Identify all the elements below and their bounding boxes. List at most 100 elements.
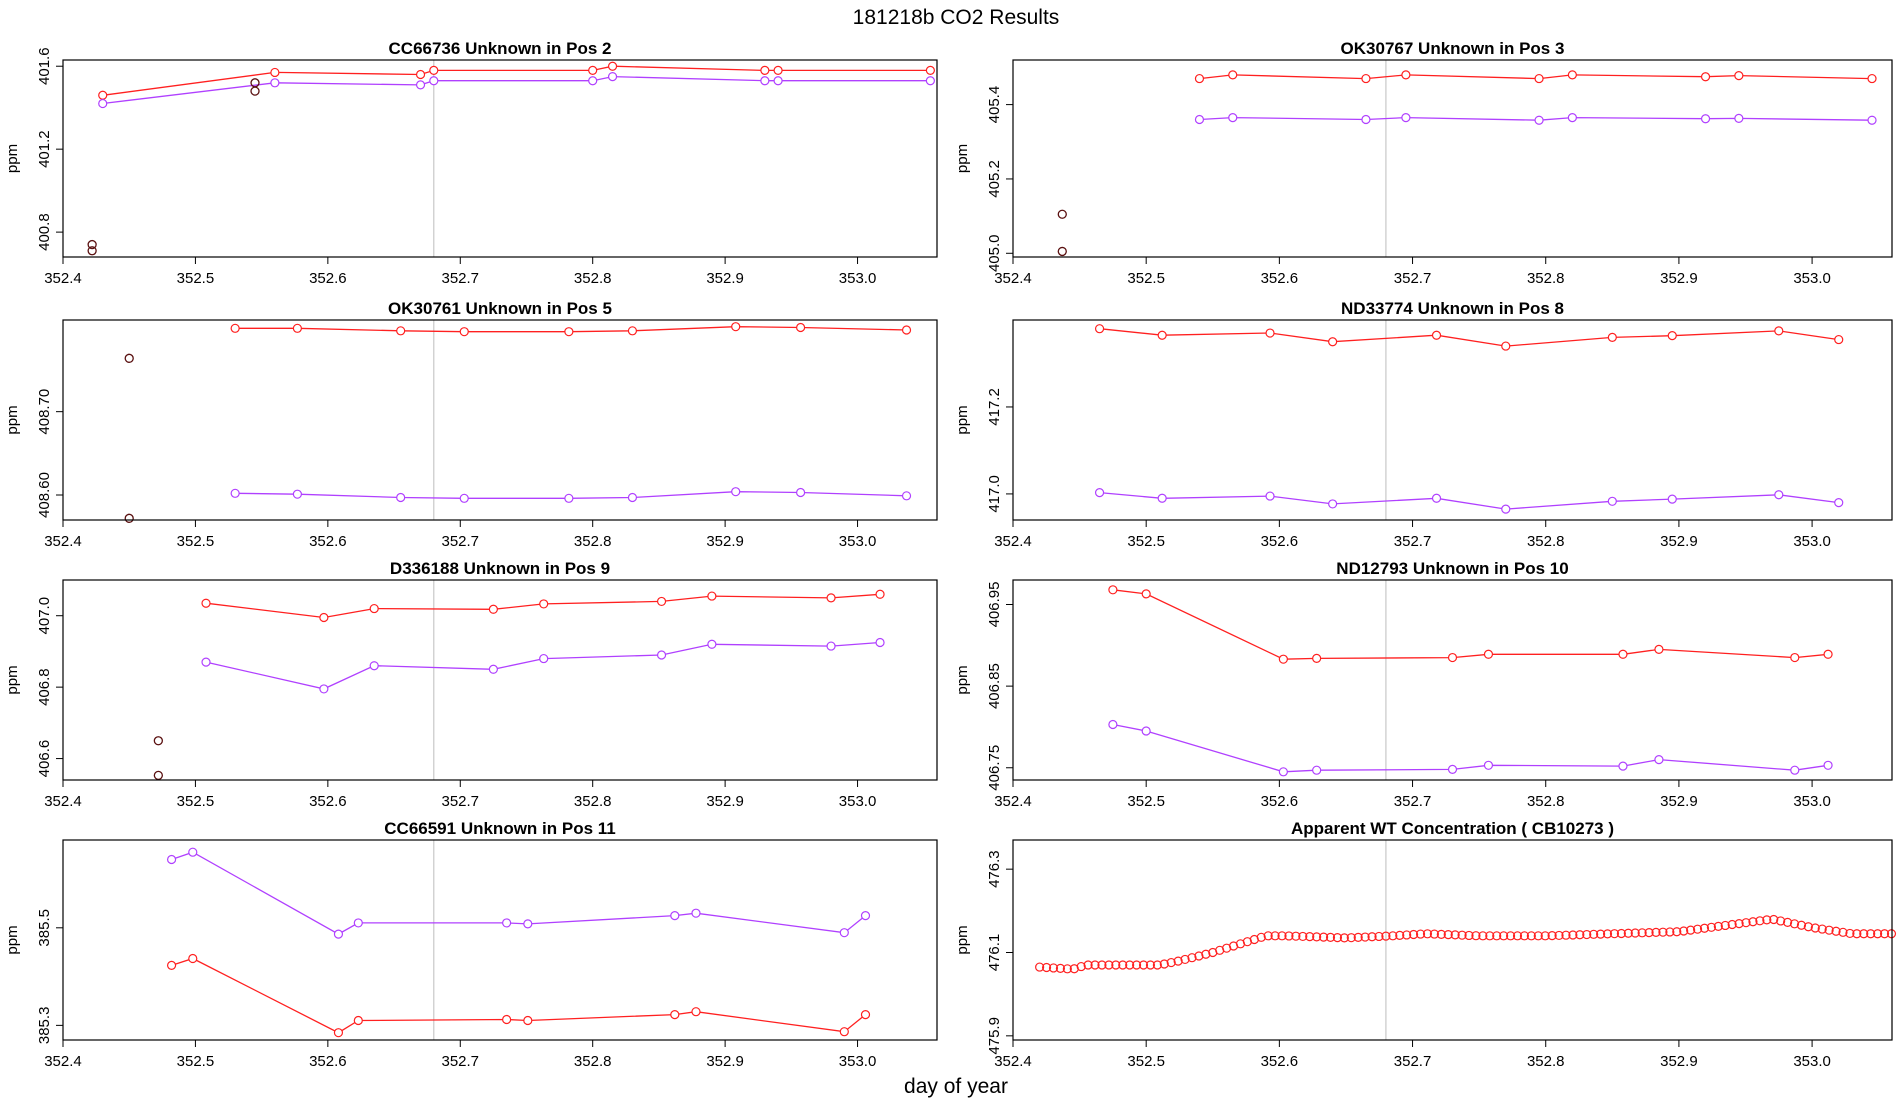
x-tick-label: 352.6 [1261,793,1299,810]
x-tick-label: 352.9 [1660,533,1698,550]
x-tick-label: 352.8 [1527,1053,1565,1070]
series-point-red [1277,931,1287,941]
x-tick-label: 353.0 [839,1053,877,1070]
series-point-red [826,593,836,603]
series-point-red [1076,961,1086,972]
series-point-red [1824,925,1834,935]
series-point-red [1360,932,1370,942]
x-tick-label: 352.4 [44,793,82,810]
y-tick-label: 406.95 [986,582,1003,628]
x-tick-label: 352.7 [1394,270,1432,287]
series-point-red [1720,920,1730,931]
series-point-red [760,65,770,75]
series-point-red [1108,585,1118,595]
x-tick-label: 352.8 [574,1053,612,1070]
y-tick-label: 406.6 [36,740,53,778]
series-point-purple [1700,114,1711,124]
series-point-red [1609,929,1620,939]
series-point-red [1443,930,1453,940]
x-tick-label: 352.7 [1394,1053,1432,1070]
panel-5: D336188 Unknown in Pos 9 ppm 352.4 352.5 352… [4,559,938,810]
series-point-red [1644,927,1654,938]
series-point-red [1312,932,1322,942]
x-tick-label: 352.8 [574,793,612,810]
series-point-purple [319,684,329,694]
series-point-red [1346,933,1356,943]
series-point-red [1501,341,1511,351]
series-point-purple [691,908,701,918]
series-point-purple [1534,115,1544,125]
series-point-purple [1567,113,1577,123]
series-point-purple [230,488,240,498]
series-point-red [1774,326,1784,336]
series-point-purple [166,854,177,865]
series-point-purple [1790,765,1800,775]
series-point-purple [731,487,741,497]
plot-frame [62,839,938,1041]
series-point-purple [607,71,618,82]
x-tick-label: 352.4 [44,270,82,287]
x-tick-label: 353.0 [839,533,877,550]
series-point-purple [901,491,912,501]
series-line-purple [171,851,866,935]
series-point-red [1607,332,1617,342]
series-point-red [1866,929,1876,939]
series-point-red [1589,929,1599,939]
series-point-red [1090,960,1100,970]
series-point-red [1831,926,1841,936]
series-point-red [1654,644,1664,654]
plot-frame [1012,59,1893,258]
series-point-red [1141,589,1151,599]
x-tick-label: 352.4 [44,533,82,550]
series-point-red [1616,928,1626,939]
x-tick-label: 353.0 [839,793,877,810]
series-point-purple [1361,114,1371,125]
x-tick-label: 353.0 [839,270,877,287]
series-point-purple [502,918,512,928]
series-point-red [333,1028,344,1038]
series-point-red [1284,931,1294,941]
series-point-purple [588,76,598,86]
y-axis-label: ppm [4,405,21,434]
series-point-red [1637,928,1647,938]
series-point-red [1464,930,1474,941]
series-point-red [1630,928,1640,938]
panel-title: ND33774 Unknown in Pos 8 [1341,299,1564,318]
series-point-red [1595,929,1606,939]
series-point-red [1265,328,1275,338]
series-point-red [1415,929,1426,939]
series-line-purple [102,75,931,105]
series-point-purple [1108,719,1118,730]
standalone-point [87,239,97,250]
y-tick-label: 408.60 [36,472,53,518]
series-point-red [488,604,498,614]
panel-title: Apparent WT Concentration ( CB10273 ) [1291,819,1614,838]
y-axis-label: ppm [4,665,21,694]
y-tick-label: 407.0 [36,597,53,635]
series-point-purple [1447,764,1458,774]
series-point-purple [826,641,836,651]
series-point-red [1782,917,1793,927]
series-point-red [1353,932,1363,942]
series-point-purple [292,489,302,499]
series-point-red [1789,919,1800,929]
x-tick-label: 352.8 [574,533,612,550]
series-point-red [1686,925,1696,935]
panel-7: CC66591 Unknown in Pos 11 ppm 352.4 352.5 35… [4,819,938,1070]
series-point-purple [860,911,871,921]
series-point-red [1388,931,1398,941]
series-point-purple [415,80,426,90]
y-tick-label: 400.8 [36,213,53,251]
series-line-red [1112,589,1829,660]
series-point-red [1667,331,1677,341]
series-point-red [1431,330,1442,340]
series-point-red [1422,929,1433,939]
series-point-red [1568,930,1578,940]
series-point-red [1166,957,1176,968]
series-point-red [1048,963,1059,973]
series-point-red [1328,337,1338,347]
series-point-red [1554,930,1564,941]
series-line-red [171,957,866,1034]
series-point-purple [1501,504,1511,514]
series-point-red [1083,960,1093,970]
